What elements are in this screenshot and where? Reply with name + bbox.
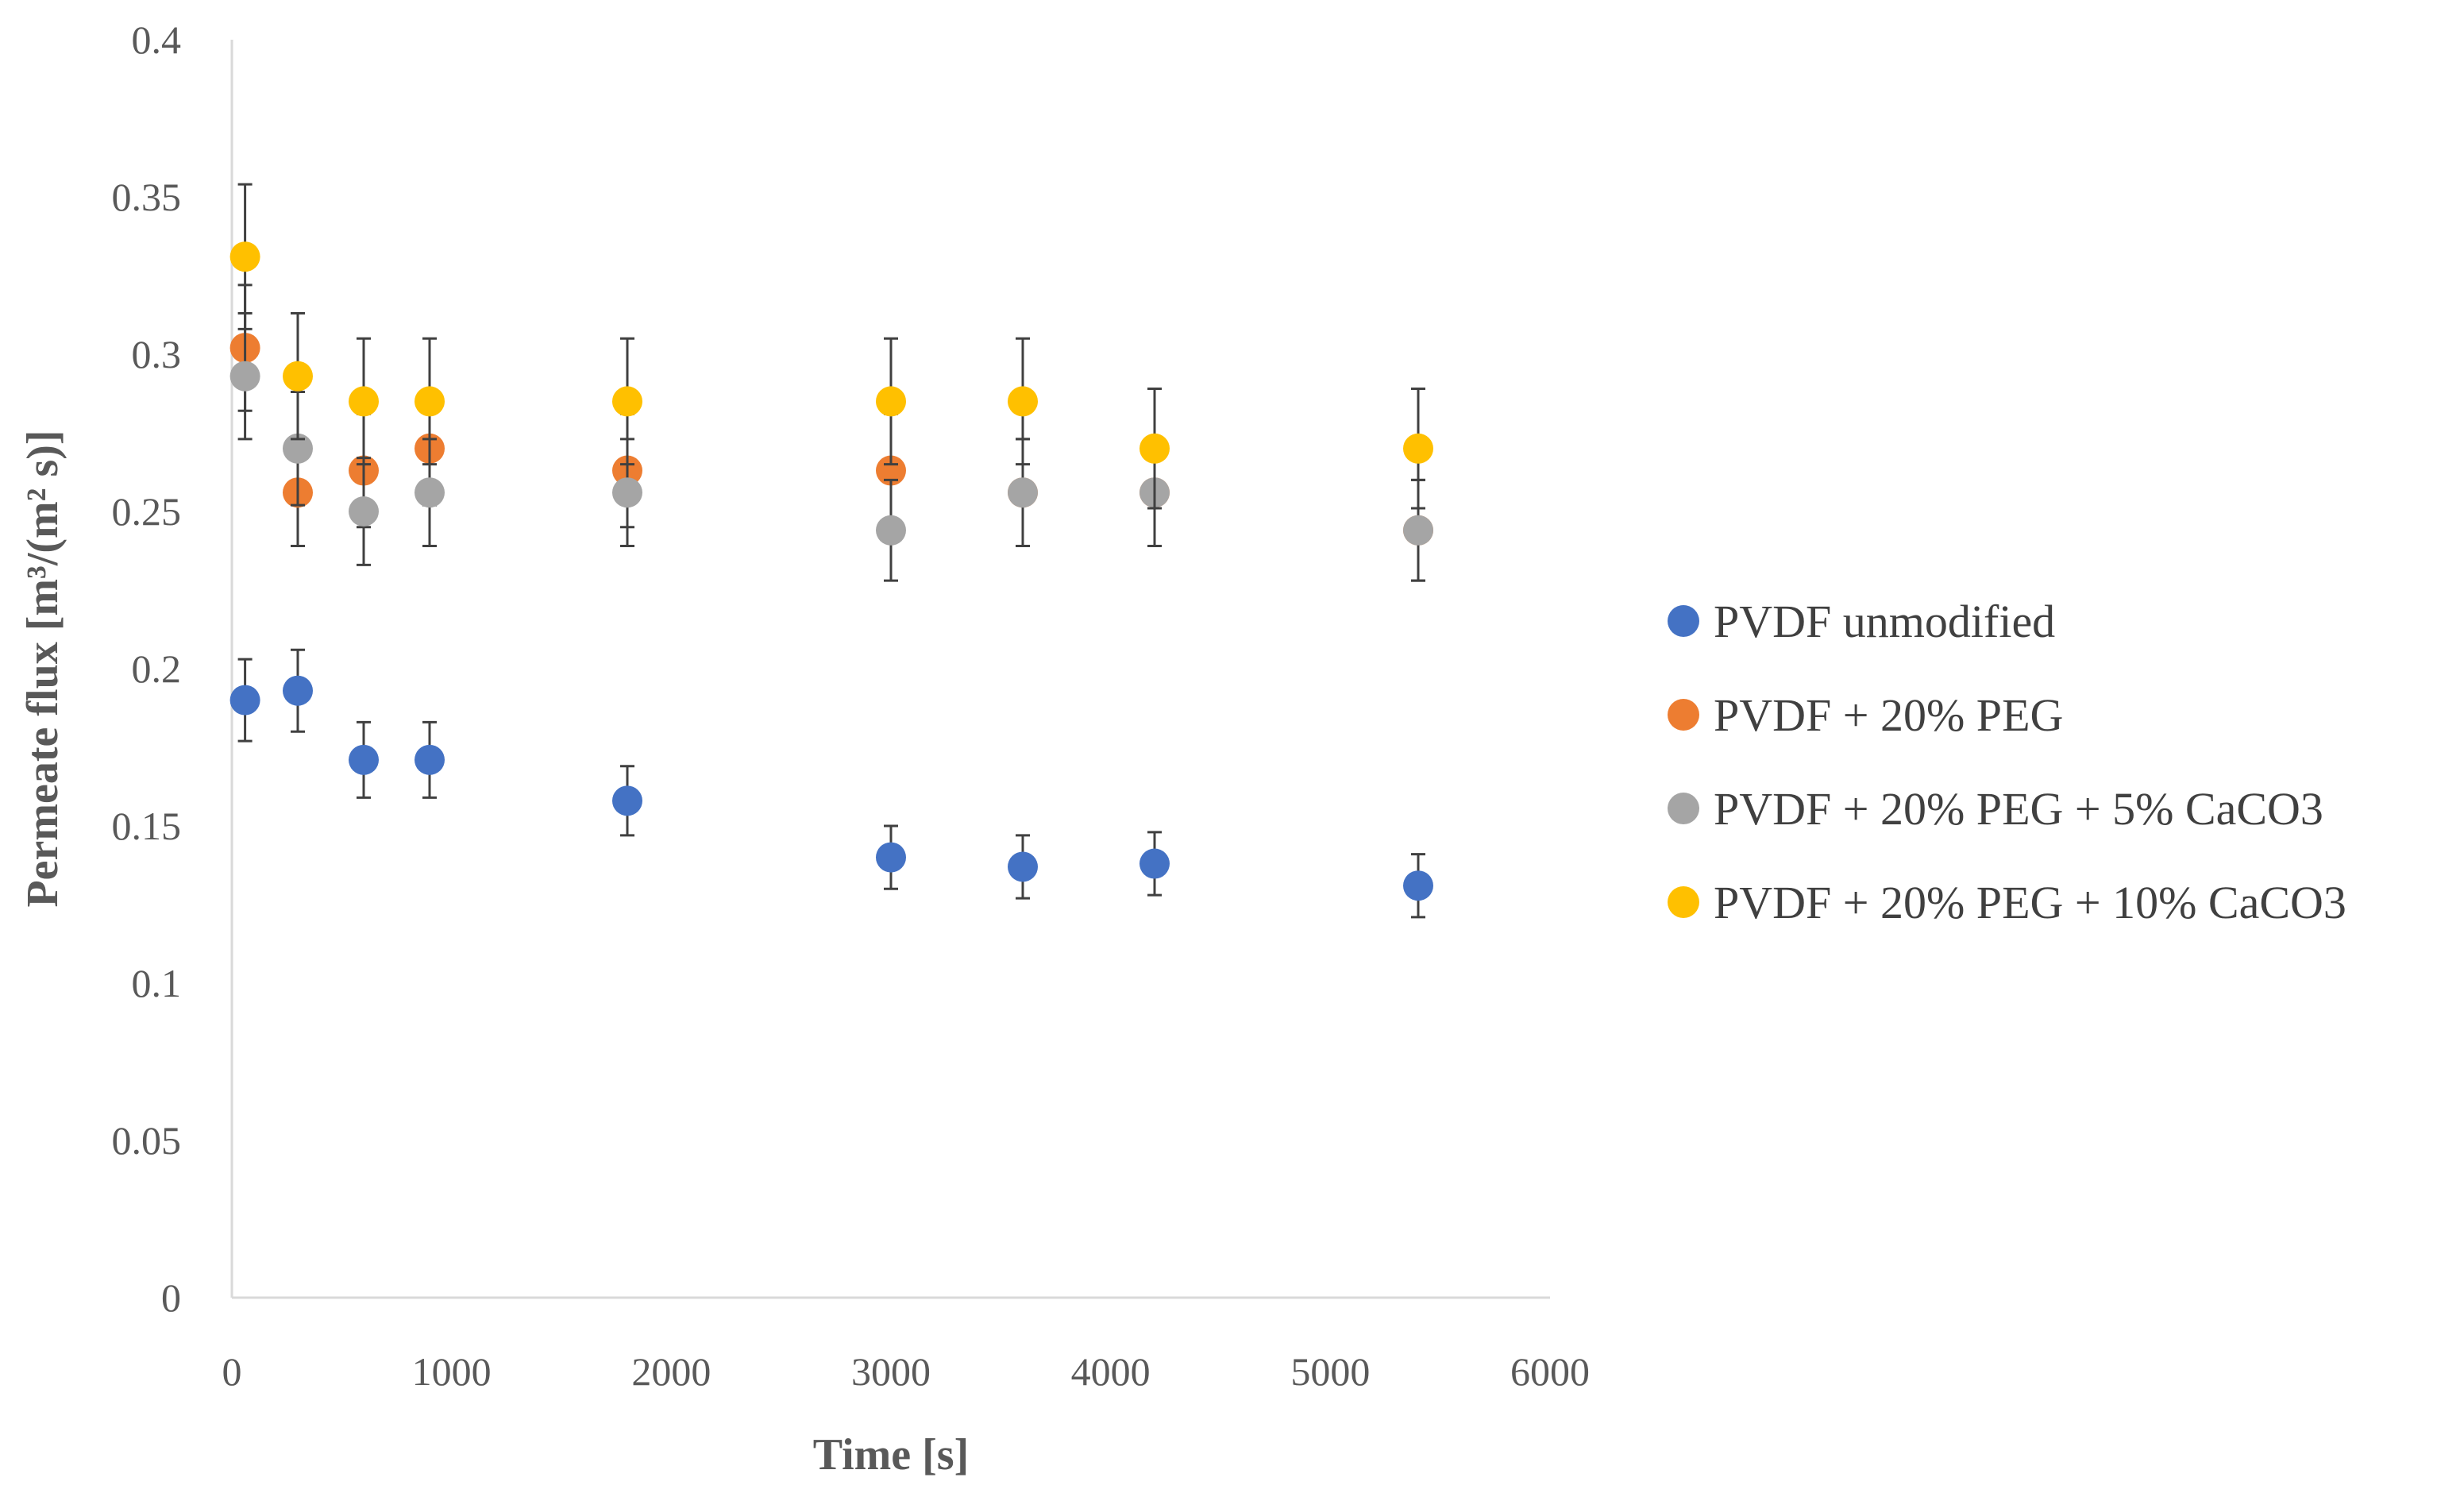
series-3 [229, 312, 1433, 582]
series-1 [229, 648, 1433, 919]
data-point [1139, 433, 1170, 464]
data-point [876, 842, 906, 873]
x-tick-label: 4000 [1071, 1349, 1151, 1394]
x-tick-label: 3000 [851, 1349, 931, 1394]
x-tick-label: 2000 [631, 1349, 711, 1394]
y-tick-labels: 0 0.05 0.1 0.15 0.2 0.25 0.3 0.35 0.4 [112, 17, 182, 1320]
legend-marker [1668, 699, 1699, 731]
legend-item: PVDF + 20% PEG [1668, 689, 2063, 741]
data-point [876, 515, 906, 546]
y-tick-label: 0.15 [112, 804, 182, 848]
legend-label: PVDF + 20% PEG + 10% CaCO3 [1714, 877, 2346, 928]
x-tick-label: 6000 [1510, 1349, 1590, 1394]
legend-label: PVDF unmodified [1714, 596, 2055, 647]
y-tick-label: 0 [161, 1275, 181, 1320]
legend-marker [1668, 605, 1699, 637]
data-point [1403, 515, 1433, 546]
legend-item: PVDF + 20% PEG + 5% CaCO3 [1668, 783, 2323, 835]
data-point [349, 496, 379, 527]
x-tick-label: 5000 [1290, 1349, 1370, 1394]
data-point [415, 386, 445, 417]
y-tick-label: 0.3 [132, 332, 182, 376]
data-point [229, 241, 260, 272]
y-axis-title: Permeate flux [m³/(m² s)] [18, 430, 67, 907]
data-point [1403, 433, 1433, 464]
legend-label: PVDF + 20% PEG + 5% CaCO3 [1714, 783, 2323, 835]
data-point [1139, 848, 1170, 879]
data-point [349, 386, 379, 417]
data-point [283, 361, 313, 392]
plot-series [229, 183, 1433, 919]
x-tick-labels: 0 1000 2000 3000 4000 5000 6000 [222, 1349, 1591, 1394]
data-point [1008, 851, 1038, 882]
legend-item: PVDF + 20% PEG + 10% CaCO3 [1668, 877, 2346, 928]
x-tick-label: 1000 [412, 1349, 492, 1394]
y-tick-label: 0.05 [112, 1118, 182, 1163]
y-tick-label: 0.1 [132, 961, 182, 1005]
x-axis-title: Time [s] [813, 1430, 970, 1479]
data-point [876, 455, 906, 486]
data-point [415, 477, 445, 508]
x-tick-label: 0 [222, 1349, 242, 1394]
data-point [349, 744, 379, 775]
data-point [612, 386, 642, 417]
data-point [283, 433, 313, 464]
legend-marker [1668, 886, 1699, 918]
data-point [283, 675, 313, 706]
legend-marker [1668, 793, 1699, 824]
data-point [415, 744, 445, 775]
y-tick-label: 0.25 [112, 489, 182, 534]
data-point [229, 685, 260, 716]
data-point [229, 361, 260, 392]
data-point [612, 785, 642, 816]
data-point [876, 386, 906, 417]
y-tick-label: 0.35 [112, 175, 182, 219]
series-4 [229, 183, 1433, 510]
legend: PVDF unmodified PVDF + 20% PEG PVDF + 20% … [1668, 596, 2346, 928]
y-tick-label: 0.2 [132, 646, 182, 691]
legend-item: PVDF unmodified [1668, 596, 2055, 647]
data-point [612, 477, 642, 508]
legend-label: PVDF + 20% PEG [1714, 689, 2063, 741]
data-point [1008, 477, 1038, 508]
y-tick-label: 0.4 [132, 17, 182, 62]
data-point [1008, 386, 1038, 417]
data-point [1403, 870, 1433, 901]
